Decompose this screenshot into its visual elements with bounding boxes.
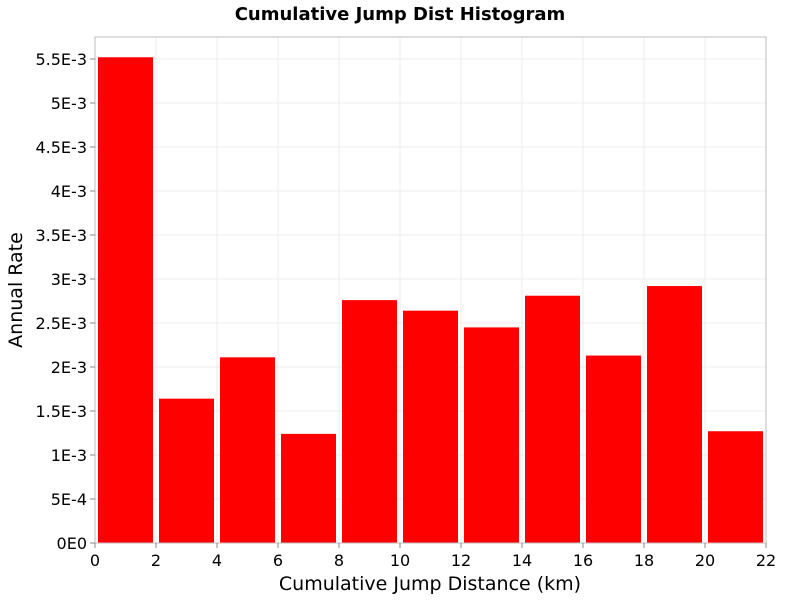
y-tick-label: 4.5E-3 [35, 138, 87, 157]
y-axis: 0E0 5E-4 1E-3 1.5E-3 2E-3 2.5E-3 3E-3 3.5E-3 4E-… [35, 50, 95, 553]
histogram-bar [525, 295, 580, 543]
y-tick-label: 2.5E-3 [35, 314, 87, 333]
y-axis-label: Annual Rate [5, 232, 27, 348]
histogram-bar [708, 431, 763, 543]
y-tick-label: 5.5E-3 [35, 50, 87, 69]
chart-title: Cumulative Jump Dist Histogram [235, 4, 566, 25]
y-tick-label: 3.5E-3 [35, 226, 87, 245]
y-tick-label: 3E-3 [51, 270, 87, 289]
x-tick-label: 20 [695, 551, 715, 570]
histogram-bar [281, 433, 336, 543]
x-tick-label: 14 [512, 551, 532, 570]
y-tick-label: 5E-3 [51, 94, 87, 113]
y-tick-label: 5E-4 [51, 490, 87, 509]
histogram-bar [220, 357, 275, 543]
y-tick-label: 2E-3 [51, 358, 87, 377]
histogram-bar [403, 310, 458, 543]
x-tick-label: 4 [212, 551, 222, 570]
y-tick-label: 1.5E-3 [35, 402, 87, 421]
x-tick-label: 8 [334, 551, 344, 570]
y-tick-label: 1E-3 [51, 446, 87, 465]
histogram-bar [159, 398, 214, 543]
x-tick-label: 2 [151, 551, 161, 570]
x-tick-label: 18 [634, 551, 654, 570]
bars [98, 57, 763, 544]
histogram-bar [586, 355, 641, 543]
histogram-bar [98, 57, 153, 544]
y-tick-label: 0E0 [57, 534, 87, 553]
x-tick-label: 0 [90, 551, 100, 570]
y-tick-label: 4E-3 [51, 182, 87, 201]
x-tick-label: 16 [573, 551, 593, 570]
x-tick-label: 22 [756, 551, 776, 570]
x-tick-label: 6 [273, 551, 283, 570]
histogram-bar [647, 286, 702, 543]
x-axis-label: Cumulative Jump Distance (km) [279, 573, 581, 595]
histogram-bar [464, 327, 519, 543]
plot-area [94, 36, 767, 544]
x-axis: 0 2 4 6 8 10 12 14 16 18 20 22 [90, 543, 776, 570]
plot-border [94, 36, 767, 544]
x-tick-label: 12 [451, 551, 471, 570]
histogram-bar [342, 300, 397, 543]
x-tick-label: 10 [390, 551, 410, 570]
